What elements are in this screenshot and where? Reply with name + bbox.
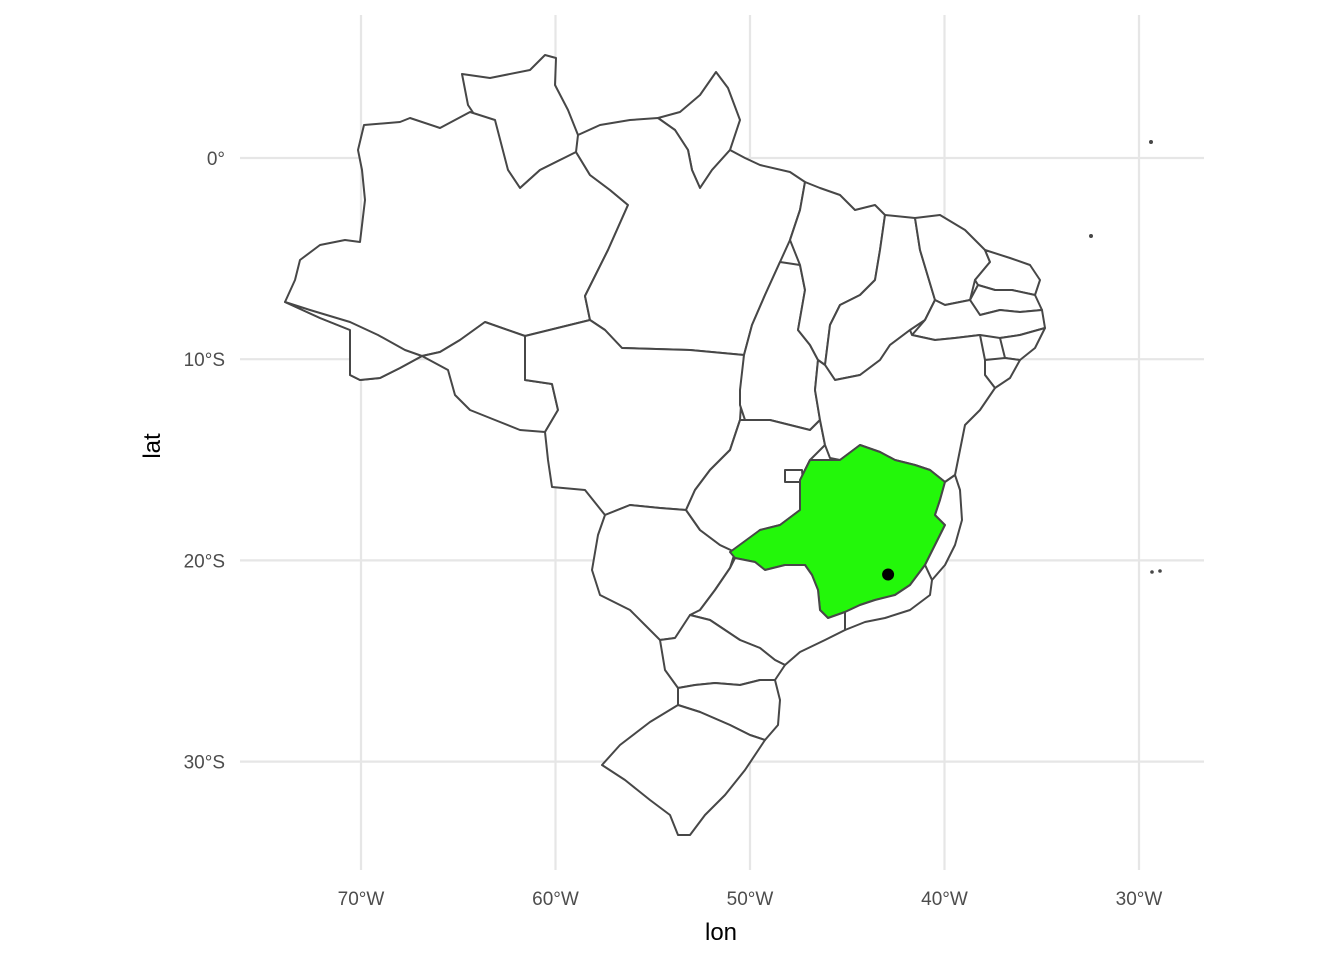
island-trindade xyxy=(1150,570,1154,574)
y-axis-ticks: 0° 10°S 20°S 30°S xyxy=(184,149,225,774)
state-rio-grande-do-sul xyxy=(601,704,766,836)
offshore-islands xyxy=(1089,140,1162,574)
state-acre xyxy=(284,301,423,381)
state-bahia xyxy=(814,329,996,483)
x-tick-label: 60°W xyxy=(532,889,579,910)
x-tick-label: 50°W xyxy=(727,889,774,910)
island-sao-pedro-sao-paulo xyxy=(1149,140,1153,144)
y-tick-label: 10°S xyxy=(184,350,225,371)
y-tick-label: 0° xyxy=(207,149,225,170)
state-sao-paulo xyxy=(689,557,846,666)
island-martim-vaz xyxy=(1158,569,1162,573)
y-axis-title: lat xyxy=(139,433,166,459)
y-tick-label: 20°S xyxy=(184,551,225,572)
island-fernando-de-noronha xyxy=(1089,234,1093,238)
x-axis-ticks: 70°W 60°W 50°W 40°W 30°W xyxy=(338,889,1163,910)
location-point xyxy=(882,568,895,581)
x-tick-label: 30°W xyxy=(1116,889,1163,910)
point-layer xyxy=(882,568,895,581)
x-axis-title: lon xyxy=(705,919,737,946)
y-tick-label: 30°S xyxy=(184,753,225,774)
state-boundaries xyxy=(284,54,1046,836)
x-tick-label: 70°W xyxy=(338,889,385,910)
x-tick-label: 40°W xyxy=(921,889,968,910)
